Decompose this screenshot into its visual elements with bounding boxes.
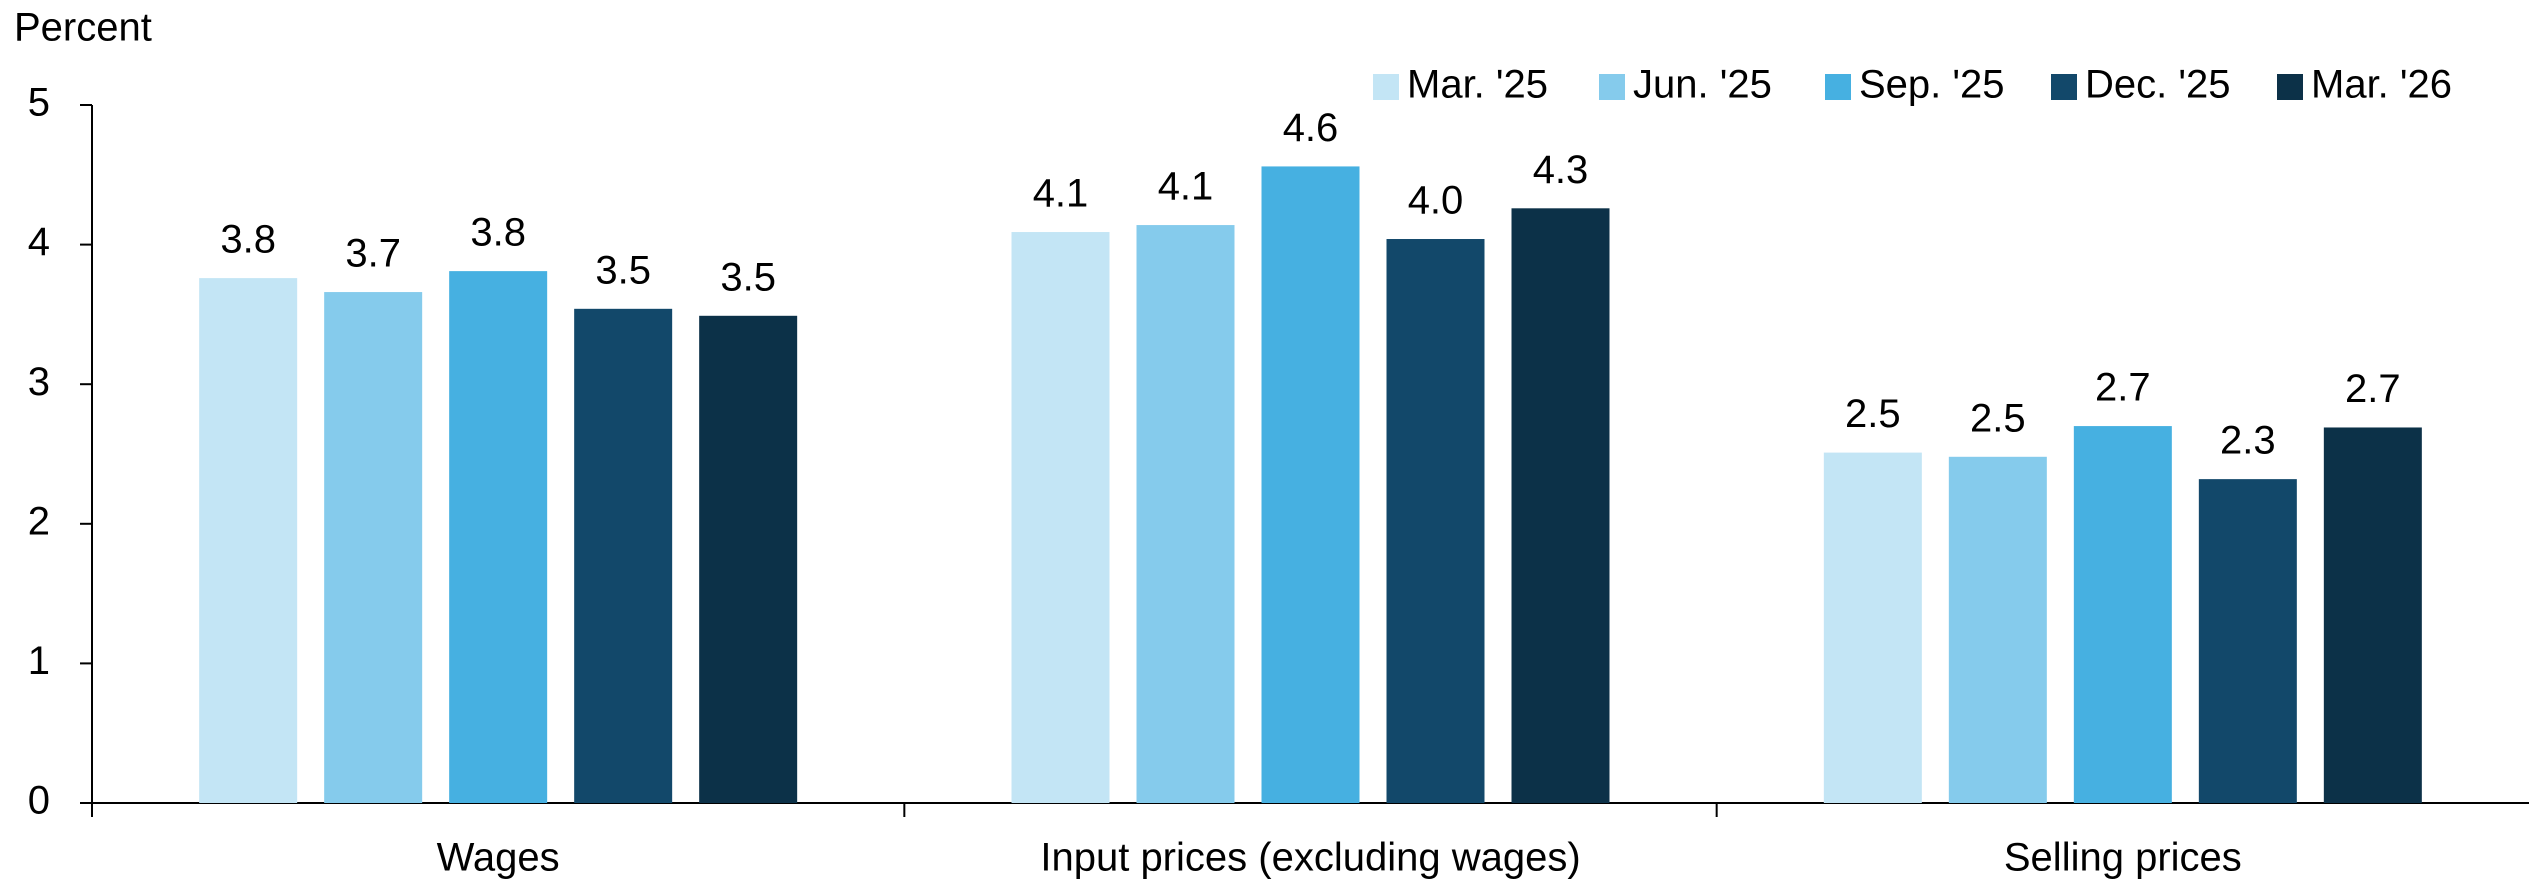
legend-label: Jun. '25	[1633, 63, 1772, 107]
y-tick-label: 5	[28, 81, 50, 125]
value-label: 2.7	[2095, 366, 2151, 410]
value-label: 4.1	[1158, 165, 1214, 209]
bar	[2323, 427, 2422, 803]
value-label: 4.3	[1533, 148, 1589, 192]
y-tick-label: 0	[28, 779, 50, 823]
value-label: 3.7	[345, 232, 401, 276]
bar	[1136, 225, 1235, 803]
value-label: 4.6	[1283, 106, 1339, 150]
bar	[574, 308, 673, 803]
legend-swatch	[2051, 74, 2077, 100]
legend-label: Dec. '25	[2085, 63, 2231, 107]
bar	[1261, 166, 1360, 803]
bar	[1386, 239, 1485, 804]
bar	[1011, 232, 1110, 803]
x-tick-label: Selling prices	[2004, 836, 2242, 880]
legend-swatch	[1599, 74, 1625, 100]
y-tick-label: 2	[28, 499, 50, 543]
bar	[699, 315, 798, 803]
y-tick-label: 4	[28, 220, 50, 264]
value-label: 3.8	[470, 211, 526, 255]
bar	[1511, 208, 1610, 803]
bar	[2198, 479, 2297, 803]
y-axis-label: Percent	[14, 6, 152, 50]
bar	[1823, 452, 1922, 803]
legend-swatch	[1373, 74, 1399, 100]
value-label: 4.1	[1033, 172, 1089, 216]
y-tick-label: 1	[28, 639, 50, 683]
legend-label: Mar. '25	[1407, 63, 1548, 107]
bar	[1948, 456, 2047, 803]
value-label: 4.0	[1408, 179, 1464, 223]
legend-swatch	[2277, 74, 2303, 100]
y-tick-label: 3	[28, 360, 50, 404]
value-label: 3.8	[220, 218, 276, 262]
x-tick-label: Wages	[437, 836, 560, 880]
legend-label: Mar. '26	[2311, 63, 2452, 107]
value-label: 3.5	[595, 248, 651, 292]
value-label: 2.5	[1845, 392, 1901, 436]
value-label: 2.7	[2345, 367, 2401, 411]
bar	[2073, 426, 2172, 803]
value-label: 2.5	[1970, 396, 2026, 440]
legend-swatch	[1825, 74, 1851, 100]
bar	[199, 278, 298, 803]
x-tick-label: Input prices (excluding wages)	[1040, 836, 1580, 880]
bar	[324, 292, 423, 803]
bar	[449, 271, 548, 803]
value-label: 3.5	[720, 255, 776, 299]
legend-label: Sep. '25	[1859, 63, 2005, 107]
value-label: 2.3	[2220, 419, 2276, 463]
